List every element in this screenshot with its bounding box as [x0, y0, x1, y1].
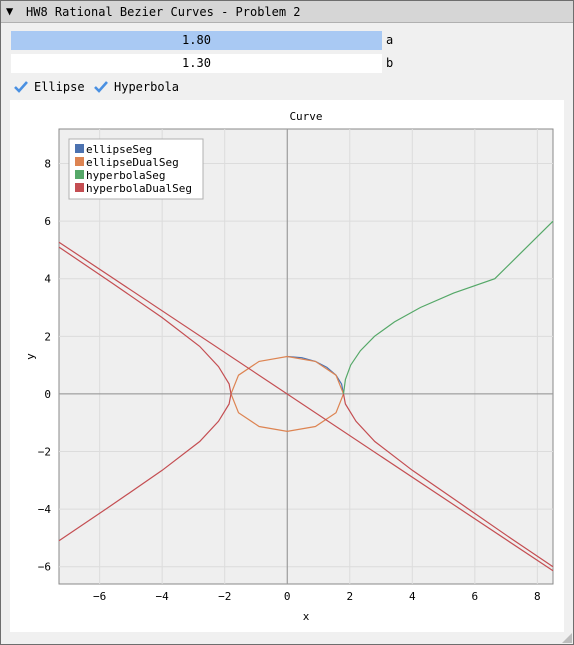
x-tick-label: −2 [218, 590, 231, 603]
panel-title: HW8 Rational Bezier Curves - Problem 2 [26, 5, 301, 19]
ellipse-checkbox-label: Ellipse [34, 80, 85, 94]
legend-swatch [75, 144, 84, 153]
series-line-hyperbolaDualSeg [58, 241, 554, 572]
ellipse-checkbox[interactable]: Ellipse [13, 77, 88, 97]
y-tick-label: 2 [44, 330, 51, 343]
slider-b-label: b [386, 56, 394, 70]
series-line-hyperbolaSeg [342, 220, 554, 394]
y-tick-label: 0 [44, 388, 51, 401]
series-line-hyperbolaDualSeg [342, 393, 554, 568]
hyperbola-checkbox-label: Hyperbola [114, 80, 180, 94]
x-tick-label: −4 [156, 590, 170, 603]
plot-area [58, 128, 554, 585]
plot-chart[interactable]: −6 −4 −2 0 2 4 6 8 −6 −4 −2 0 2 4 6 8 Curve x y ellipseSege… [10, 100, 564, 632]
x-tick-label: 2 [346, 590, 353, 603]
x-tick-label: 0 [284, 590, 291, 603]
chart-title: Curve [289, 110, 322, 123]
y-tick-label: 6 [44, 215, 51, 228]
x-tick-label: 6 [472, 590, 479, 603]
x-axis-label: x [303, 610, 310, 623]
hyperbola-checkbox[interactable]: Hyperbola [93, 77, 188, 97]
slider-a[interactable]: 1.80 [11, 31, 382, 50]
y-tick-label: −2 [38, 446, 51, 459]
legend-label: hyperbolaDualSeg [86, 182, 192, 195]
series-line-hyperbolaDualSeg [58, 246, 232, 542]
y-axis-label: y [24, 353, 37, 360]
slider-a-label: a [386, 33, 394, 47]
resize-grip-icon[interactable] [562, 633, 572, 643]
legend-swatch [75, 170, 84, 179]
legend-label: hyperbolaSeg [86, 169, 165, 182]
slider-b[interactable]: 1.30 [11, 54, 382, 73]
checkmark-icon [14, 81, 28, 93]
legend-swatch [75, 157, 84, 166]
checkmark-icon [94, 81, 108, 93]
y-tick-label: −6 [38, 561, 51, 574]
x-tick-label: −6 [93, 590, 106, 603]
legend-label: ellipseSeg [86, 143, 152, 156]
chart-legend [68, 138, 204, 200]
panel-titlebar[interactable]: ▼ HW8 Rational Bezier Curves - Problem 2 [1, 1, 573, 23]
series-line-ellipseSeg [287, 355, 345, 395]
collapse-arrow-icon[interactable]: ▼ [6, 4, 14, 18]
y-tick-label: −4 [38, 503, 52, 516]
y-tick-label: 8 [44, 158, 51, 171]
x-tick-label: 4 [409, 590, 416, 603]
y-tick-label: 4 [44, 273, 51, 286]
plot-panel[interactable]: −6 −4 −2 0 2 4 6 8 −6 −4 −2 0 2 4 6 8 Curve x y ellipseSeg e… [10, 100, 564, 632]
legend-swatch [75, 183, 84, 192]
legend-label: ellipseDualSeg [86, 156, 179, 169]
x-tick-label: 8 [534, 590, 541, 603]
